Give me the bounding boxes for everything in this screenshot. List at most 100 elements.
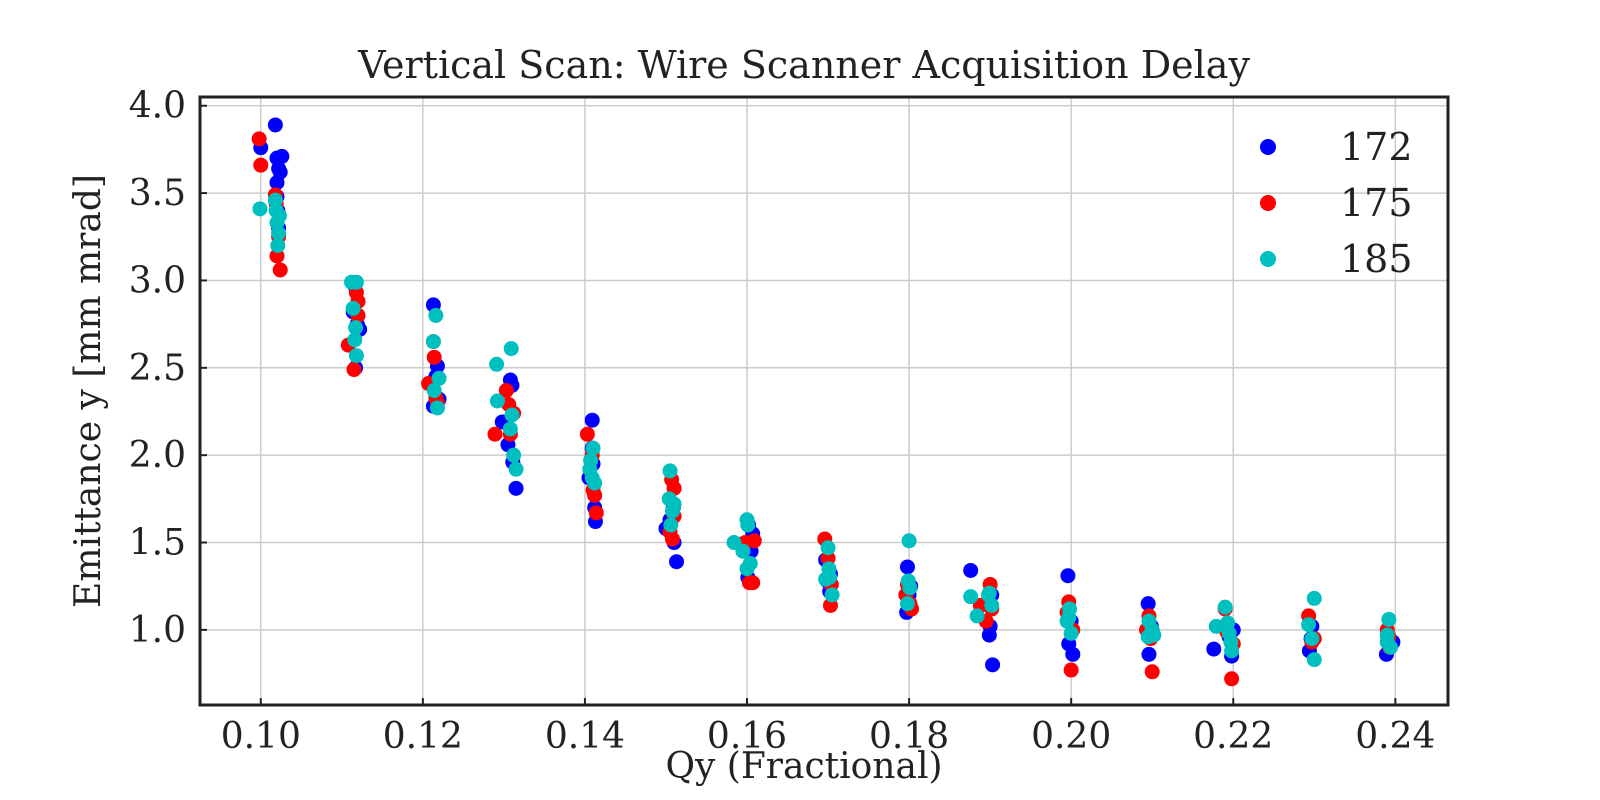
- x-axis-label: Qy (Fractional): [665, 746, 942, 787]
- data-point: [428, 307, 444, 323]
- data-point: [251, 131, 267, 147]
- data-point: [579, 426, 595, 442]
- legend-marker: [1260, 139, 1276, 155]
- data-point: [1208, 618, 1224, 634]
- y-tick-label: 3.5: [129, 173, 186, 214]
- data-point: [426, 349, 442, 365]
- data-point: [252, 201, 268, 217]
- data-points: [251, 117, 1401, 687]
- data-point: [348, 274, 364, 290]
- legend-label: 175: [1340, 181, 1413, 225]
- data-point: [824, 587, 840, 603]
- data-point: [347, 332, 363, 348]
- data-point: [489, 356, 505, 372]
- data-point: [274, 148, 290, 164]
- y-tick-label: 1.5: [129, 523, 186, 564]
- data-point: [1224, 643, 1240, 659]
- data-point: [663, 517, 679, 533]
- data-point: [902, 580, 918, 596]
- data-point: [1063, 662, 1079, 678]
- data-point: [985, 657, 1001, 673]
- data-point: [963, 589, 979, 605]
- x-tick-label: 0.22: [1193, 716, 1273, 757]
- data-point: [348, 320, 364, 336]
- data-point: [426, 383, 442, 399]
- data-point: [270, 238, 286, 254]
- data-point: [739, 561, 755, 577]
- data-point: [346, 362, 362, 378]
- legend-label: 172: [1340, 125, 1413, 169]
- data-point: [1060, 568, 1076, 584]
- data-point: [746, 533, 762, 549]
- data-point: [899, 559, 915, 575]
- data-point: [429, 400, 445, 416]
- data-point: [487, 426, 503, 442]
- data-point: [1141, 646, 1157, 662]
- data-point: [820, 540, 836, 556]
- data-point: [1306, 590, 1322, 606]
- grid-lines: [200, 97, 1448, 705]
- data-point: [498, 383, 514, 399]
- data-point: [504, 407, 520, 423]
- data-point: [984, 597, 1000, 613]
- data-point: [662, 463, 678, 479]
- data-point: [981, 585, 997, 601]
- data-point: [348, 348, 364, 364]
- data-point: [345, 300, 361, 316]
- y-tick-label: 1.0: [129, 610, 186, 651]
- y-tick-label: 2.5: [129, 348, 186, 389]
- series-185: [252, 192, 1398, 668]
- legend-marker: [1260, 251, 1276, 267]
- data-point: [584, 470, 600, 486]
- data-point: [253, 157, 269, 173]
- y-tick-label: 3.0: [129, 260, 186, 301]
- data-point: [584, 412, 600, 428]
- data-point: [588, 505, 604, 521]
- data-point: [1144, 664, 1160, 680]
- x-tick-label: 0.18: [869, 716, 949, 757]
- legend-label: 185: [1340, 237, 1413, 281]
- data-point: [1304, 631, 1320, 647]
- chart-title: Vertical Scan: Wire Scanner Acquisition …: [357, 43, 1250, 87]
- data-point: [502, 421, 518, 437]
- data-point: [587, 487, 603, 503]
- data-point: [669, 554, 685, 570]
- data-point: [508, 480, 524, 496]
- y-tick-label: 2.0: [129, 435, 186, 476]
- data-point: [508, 461, 524, 477]
- data-point: [583, 452, 599, 468]
- axis-ticks: 0.10 0.12 0.14 0.16 0.18 0.20 0.22 0.24 1.0 1.5 2.…: [129, 86, 1436, 757]
- x-tick-label: 0.14: [545, 716, 625, 757]
- y-axis-label: Emittance y [mm mrad]: [68, 174, 109, 608]
- x-tick-label: 0.16: [707, 716, 787, 757]
- data-point: [1381, 611, 1397, 627]
- data-point: [963, 562, 979, 578]
- legend-marker: [1260, 195, 1276, 211]
- data-point: [1146, 627, 1162, 643]
- data-point: [735, 543, 751, 559]
- x-tick-label: 0.12: [383, 716, 463, 757]
- data-point: [1379, 634, 1395, 650]
- data-point: [1140, 596, 1156, 612]
- data-point: [1301, 617, 1317, 633]
- data-point: [272, 164, 288, 180]
- data-point: [585, 440, 601, 456]
- data-point: [272, 262, 288, 278]
- data-point: [506, 447, 522, 463]
- data-point: [969, 608, 985, 624]
- data-point: [666, 496, 682, 512]
- data-point: [1306, 652, 1322, 668]
- x-tick-label: 0.24: [1355, 716, 1435, 757]
- y-tick-label: 4.0: [129, 86, 186, 127]
- data-point: [1224, 671, 1240, 687]
- data-point: [1206, 641, 1222, 657]
- data-point: [425, 334, 441, 350]
- data-point: [1061, 610, 1077, 626]
- data-point: [267, 117, 283, 133]
- data-point: [503, 341, 519, 357]
- plot-frame: [198, 95, 1450, 707]
- data-point: [271, 225, 287, 241]
- data-point: [745, 575, 761, 591]
- data-point: [1217, 599, 1233, 615]
